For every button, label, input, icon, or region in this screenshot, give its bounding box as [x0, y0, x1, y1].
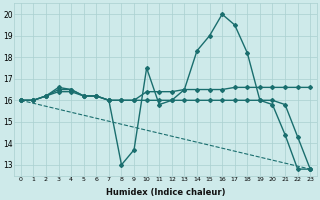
X-axis label: Humidex (Indice chaleur): Humidex (Indice chaleur) — [106, 188, 225, 197]
